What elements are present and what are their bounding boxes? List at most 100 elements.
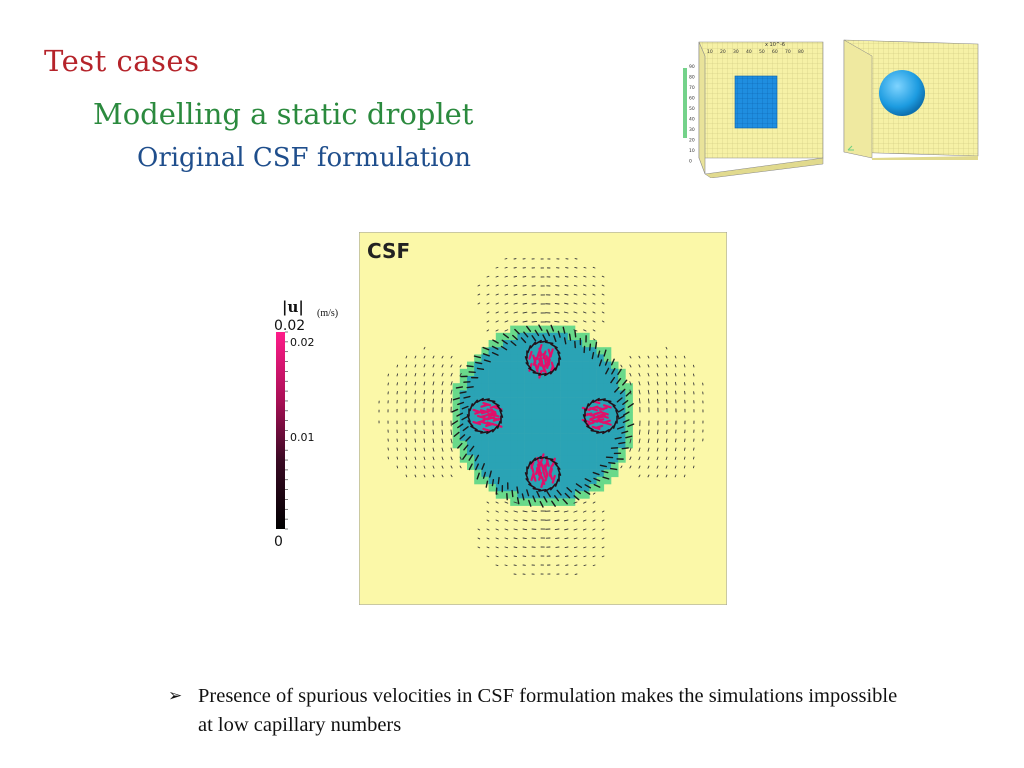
cube-x-tick: 50 xyxy=(759,49,765,55)
velocity-vector xyxy=(573,302,578,305)
velocity-vector xyxy=(467,420,474,428)
velocity-vector xyxy=(531,321,538,323)
velocity-vector xyxy=(476,472,480,480)
velocity-vector xyxy=(495,320,499,323)
velocity-vector xyxy=(554,510,560,513)
velocity-vector xyxy=(432,474,435,478)
velocity-vector xyxy=(485,422,494,428)
velocity-vector xyxy=(492,339,499,344)
velocity-vector xyxy=(522,519,528,522)
velocity-vector xyxy=(528,499,532,507)
velocity-vector xyxy=(592,275,596,278)
cube-y-tick: 60 xyxy=(689,96,695,102)
velocity-vector xyxy=(466,386,474,389)
velocity-vector xyxy=(573,528,578,531)
velocity-vector xyxy=(495,555,499,558)
velocity-vector xyxy=(475,463,479,471)
velocity-vector xyxy=(550,343,558,349)
velocity-vector xyxy=(414,390,416,395)
velocity-vector xyxy=(441,474,444,478)
velocity-vector xyxy=(592,546,596,549)
velocity-vector xyxy=(616,377,622,385)
velocity-vector xyxy=(471,399,479,407)
velocity-vector xyxy=(539,456,548,460)
velocity-vector xyxy=(504,275,508,278)
velocity-vector xyxy=(538,372,547,376)
velocity-vector xyxy=(564,492,571,499)
velocity-vector xyxy=(591,425,601,431)
velocity-vector xyxy=(513,519,518,522)
colorbar-legend: |u| (m/s) 0.02 0.02 0.01 0 xyxy=(274,298,338,550)
velocity-vector xyxy=(601,470,609,474)
velocity-vector xyxy=(486,546,490,549)
velocity-vector xyxy=(492,401,500,407)
velocity-vector xyxy=(544,371,552,377)
velocity-vector xyxy=(596,430,605,434)
velocity-vector xyxy=(522,537,527,539)
velocity-vector xyxy=(621,430,629,434)
velocity-vector xyxy=(482,353,490,357)
velocity-vector xyxy=(597,350,601,358)
velocity-vector xyxy=(423,355,426,359)
velocity-vector xyxy=(450,447,453,452)
velocity-vector xyxy=(396,364,399,368)
velocity-vector xyxy=(617,415,625,420)
velocity-vector xyxy=(591,351,595,360)
velocity-vector xyxy=(674,474,677,478)
velocity-vector xyxy=(638,465,641,469)
velocity-vector xyxy=(554,362,559,371)
velocity-vector xyxy=(693,373,695,377)
velocity-vector xyxy=(573,284,578,287)
velocity-vector xyxy=(629,372,632,377)
velocity-vector xyxy=(656,381,659,386)
velocity-vector xyxy=(562,326,566,334)
velocity-vector xyxy=(486,519,490,522)
velocity-vector xyxy=(486,293,490,296)
velocity-vector xyxy=(616,426,624,430)
velocity-vector xyxy=(611,367,616,375)
velocity-vector xyxy=(638,398,641,404)
velocity-vector xyxy=(683,465,686,469)
velocity-vector xyxy=(665,390,668,395)
velocity-vector xyxy=(656,390,659,395)
velocity-vector xyxy=(423,390,426,395)
velocity-vector xyxy=(542,469,547,479)
velocity-vector xyxy=(592,338,596,341)
velocity-vector xyxy=(477,537,481,540)
velocity-vector xyxy=(405,456,408,460)
velocity-vector xyxy=(504,267,508,269)
velocity-vector xyxy=(423,346,426,350)
velocity-vector xyxy=(574,489,582,495)
velocity-vector xyxy=(583,501,587,504)
velocity-vector xyxy=(522,510,528,513)
velocity-vector xyxy=(504,528,509,531)
velocity-vector xyxy=(501,339,508,345)
velocity-vector xyxy=(638,456,641,461)
velocity-vector xyxy=(602,399,612,403)
velocity-vector xyxy=(486,329,490,332)
velocity-vector xyxy=(450,355,453,359)
velocity-vector xyxy=(414,381,417,386)
velocity-vector xyxy=(648,398,650,404)
velocity-vector xyxy=(622,411,630,416)
velocity-vector xyxy=(665,381,668,386)
velocity-vector xyxy=(495,302,499,305)
velocity-vector xyxy=(585,403,590,412)
velocity-vector xyxy=(486,311,490,314)
velocity-vector xyxy=(538,354,544,364)
velocity-vector xyxy=(592,564,596,567)
colorbar-unit: (m/s) xyxy=(317,308,338,319)
velocity-vector xyxy=(459,364,462,368)
slide-title: Test cases xyxy=(44,44,200,78)
velocity-vector xyxy=(647,474,650,478)
velocity-vector xyxy=(514,328,520,335)
velocity-vector xyxy=(564,546,569,549)
slide-subsubtitle: Original CSF formulation xyxy=(137,143,471,173)
velocity-vector xyxy=(542,350,547,360)
velocity-vector xyxy=(521,493,525,501)
velocity-vector xyxy=(532,487,542,491)
velocity-vector xyxy=(441,456,444,461)
velocity-vector xyxy=(513,284,518,287)
velocity-vector xyxy=(495,528,499,531)
velocity-vector xyxy=(629,447,632,452)
